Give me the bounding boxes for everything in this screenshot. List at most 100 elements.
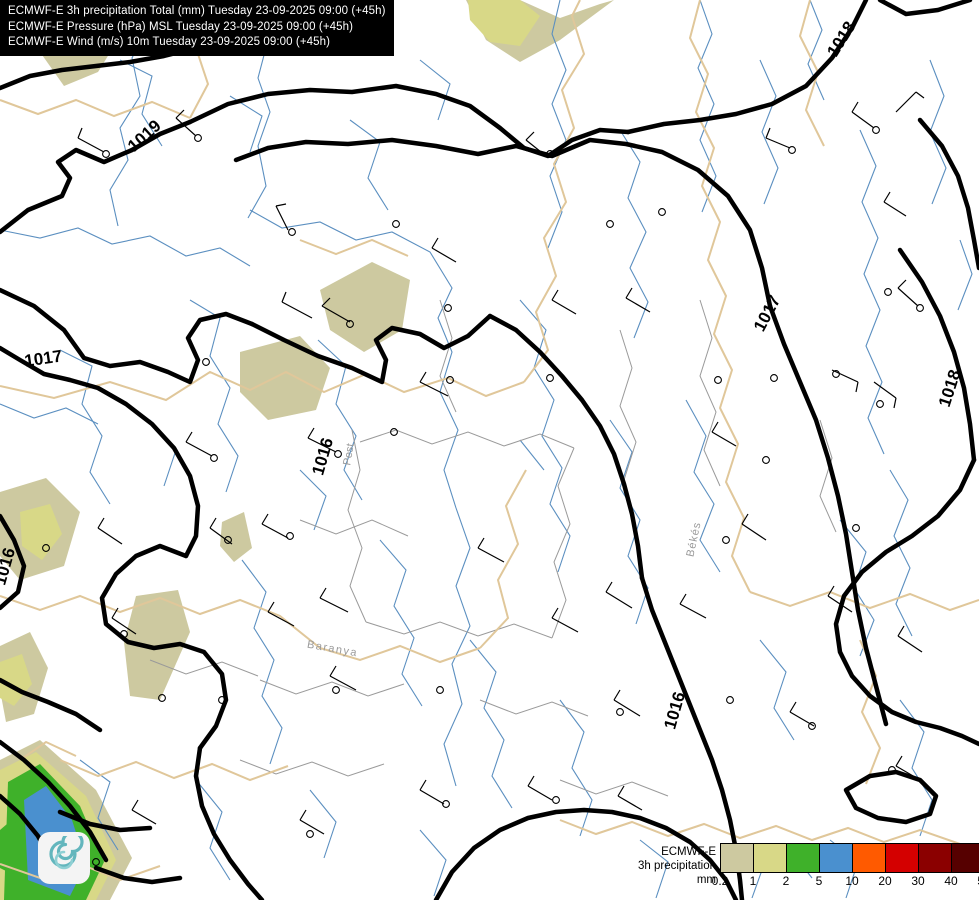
station-circle — [762, 456, 770, 464]
legend-colorbar: 0.212510203040501001000 — [712, 843, 979, 889]
isobar-1016 — [93, 865, 183, 885]
wind-barb — [895, 91, 925, 113]
station-circle — [444, 304, 452, 312]
station-circle — [194, 134, 202, 142]
station-circle — [714, 376, 722, 384]
precip-area — [0, 818, 24, 874]
station-circle — [390, 428, 398, 436]
wind-barb — [185, 431, 213, 457]
station-circle — [42, 544, 50, 552]
wind-barb — [897, 279, 919, 307]
isobar-1018 — [625, 0, 869, 135]
isobar-1018 — [897, 247, 977, 463]
precipitation-legend: ECMWF-E 3h precipitation mm 0.2 1 2 5 10 20 30… — [628, 843, 979, 889]
wind-barb — [321, 297, 351, 323]
wind-barb — [527, 775, 553, 801]
legend-tick: 1 — [749, 874, 757, 888]
precip-area — [320, 262, 410, 352]
region-label: Baranya — [306, 639, 359, 660]
wind-barb — [319, 587, 349, 613]
station-circle — [832, 370, 840, 378]
station-circle — [442, 800, 450, 808]
legend-swatch — [886, 844, 919, 872]
wind-barb — [711, 421, 737, 447]
legend-swatch — [787, 844, 820, 872]
region-label: Pest — [341, 443, 357, 467]
legend-swatch — [853, 844, 886, 872]
legend-tick-row: 0.212510203040501001000 — [712, 873, 979, 889]
wind-barb — [851, 101, 875, 129]
station-circle — [92, 858, 100, 866]
station-circle — [606, 220, 614, 228]
wind-barb — [131, 799, 157, 825]
station-circle — [726, 696, 734, 704]
station-circle — [546, 150, 554, 158]
title-line-wind: ECMWF-E Wind (m/s) 10m Tuesday 23-09-202… — [8, 36, 331, 48]
title-line-precipitation: ECMWF-E 3h precipitation Total (mm) Tues… — [8, 5, 386, 17]
isobar-label: 1016 — [660, 690, 689, 732]
station-circle — [722, 536, 730, 544]
wind-barb — [551, 607, 579, 633]
legend-swatch — [754, 844, 787, 872]
wind-barb — [477, 537, 505, 563]
precip-area — [20, 504, 62, 560]
wind-barb — [883, 191, 907, 217]
isobar-1018 — [877, 0, 973, 17]
legend-tick: 20 — [878, 874, 892, 888]
station-circle — [218, 696, 226, 704]
station-circle — [332, 686, 340, 694]
wind-barb — [765, 127, 791, 149]
title-overlay: ECMWF-E 3h precipitation Total (mm) Tues… — [0, 0, 394, 56]
legend-tick: 10 — [845, 874, 859, 888]
wind-barb — [97, 517, 123, 545]
station-circle — [852, 524, 860, 532]
wind-barb — [741, 513, 767, 541]
wind-barb — [827, 585, 853, 613]
station-circle — [616, 708, 624, 716]
wind-barb — [625, 287, 651, 313]
legend-swatch — [952, 844, 979, 872]
legend-tick: 30 — [911, 874, 925, 888]
wind-barb — [873, 381, 897, 409]
spiral-icon — [49, 836, 84, 870]
station-circle — [286, 532, 294, 540]
isobar-1019 — [0, 119, 193, 235]
isobar-1017 — [0, 287, 255, 385]
wind-barb — [617, 785, 643, 811]
isobar-1018 — [833, 457, 979, 747]
station-circle — [158, 694, 166, 702]
precip-area — [468, 0, 540, 46]
isobar-1016 — [433, 807, 739, 900]
station-circle — [436, 686, 444, 694]
wind-barb — [329, 665, 357, 691]
precipitation-layer — [0, 0, 614, 900]
wind-barb — [605, 581, 633, 609]
station-circle — [788, 146, 796, 154]
legend-unit: mm — [696, 874, 716, 886]
isobar-1016 — [193, 745, 265, 900]
isobar-1016 — [0, 739, 109, 863]
station-circle — [346, 320, 354, 328]
station-circle — [334, 450, 342, 458]
station-circle — [306, 830, 314, 838]
legend-caption: ECMWF-E 3h precipitation mm — [628, 843, 716, 887]
legend-tick: 40 — [944, 874, 958, 888]
isobar-1016 — [843, 769, 939, 825]
station-circle — [888, 766, 896, 774]
wind-barb — [679, 593, 707, 619]
station-circle — [872, 126, 880, 134]
isobar-1018 — [767, 303, 889, 727]
wind-barb — [209, 517, 233, 545]
wind-barb — [77, 127, 105, 153]
wind-barb — [261, 513, 289, 539]
wind-barb — [419, 779, 445, 805]
isobar-1016 — [99, 543, 229, 751]
wind-barb — [175, 109, 197, 137]
isobar-label: 1016 — [308, 436, 337, 478]
isobar-1016 — [0, 677, 103, 733]
station-circle — [202, 358, 210, 366]
station-markers — [42, 126, 924, 866]
app-logo — [38, 832, 90, 884]
precip-area — [124, 590, 190, 700]
